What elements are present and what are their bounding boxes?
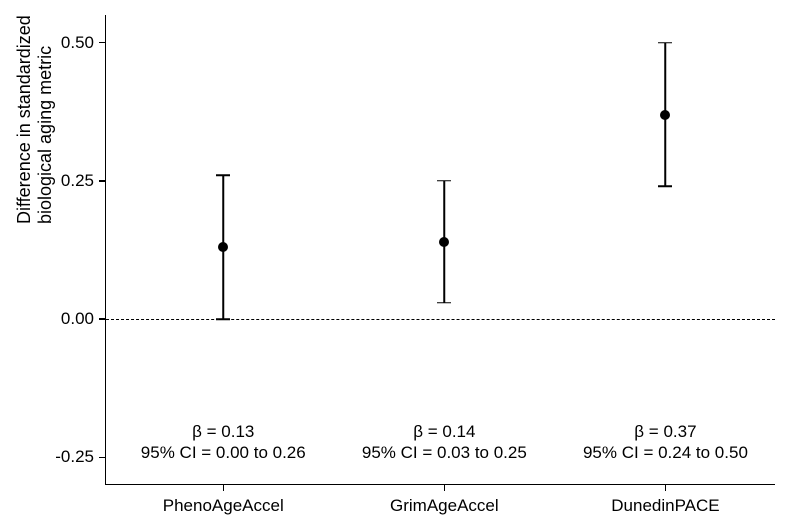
x-tick-mark [444,484,446,491]
plot-area: -0.250.000.250.50PhenoAgeAccelβ = 0.1395… [105,15,775,485]
y-tick-label: 0.00 [61,309,94,329]
beta-text-phenoageaccel: β = 0.13 [141,421,306,442]
whisker-low-phenoageaccel [216,318,230,320]
beta-text-grimageaccel: β = 0.14 [362,421,527,442]
whisker-low-grimageaccel [437,302,451,304]
whisker-high-grimageaccel [437,180,451,182]
whisker-high-dunedinpace [658,42,672,44]
ci-text-phenoageaccel: 95% CI = 0.00 to 0.26 [141,442,306,463]
x-tick-label-grimageaccel: GrimAgeAccel [390,496,499,516]
x-tick-label-dunedinpace: DunedinPACE [611,496,719,516]
point-grimageaccel [439,237,449,247]
y-axis-label-line1: Difference in standardized [14,15,34,224]
annotation-grimageaccel: β = 0.1495% CI = 0.03 to 0.25 [362,421,527,464]
y-axis-label: Difference in standardized biological ag… [14,164,56,224]
y-tick-mark [99,457,106,459]
annotation-phenoageaccel: β = 0.1395% CI = 0.00 to 0.26 [141,421,306,464]
x-tick-label-phenoageaccel: PhenoAgeAccel [163,496,284,516]
point-phenoageaccel [218,242,228,252]
point-dunedinpace [660,110,670,120]
y-axis-label-line2: biological aging metric [35,46,55,224]
y-tick-label: -0.25 [55,447,94,467]
x-tick-mark [223,484,225,491]
annotation-dunedinpace: β = 0.3795% CI = 0.24 to 0.50 [583,421,748,464]
y-tick-label: 0.25 [61,171,94,191]
y-tick-label: 0.50 [61,33,94,53]
y-tick-mark [99,318,106,320]
y-tick-mark [99,42,106,44]
forest-plot: -0.250.000.250.50PhenoAgeAccelβ = 0.1395… [0,0,800,530]
beta-text-dunedinpace: β = 0.37 [583,421,748,442]
x-tick-mark [665,484,667,491]
ci-text-grimageaccel: 95% CI = 0.03 to 0.25 [362,442,527,463]
whisker-high-phenoageaccel [216,175,230,177]
ci-text-dunedinpace: 95% CI = 0.24 to 0.50 [583,442,748,463]
whisker-low-dunedinpace [658,186,672,188]
zero-reference-line [106,319,775,320]
y-tick-mark [99,180,106,182]
